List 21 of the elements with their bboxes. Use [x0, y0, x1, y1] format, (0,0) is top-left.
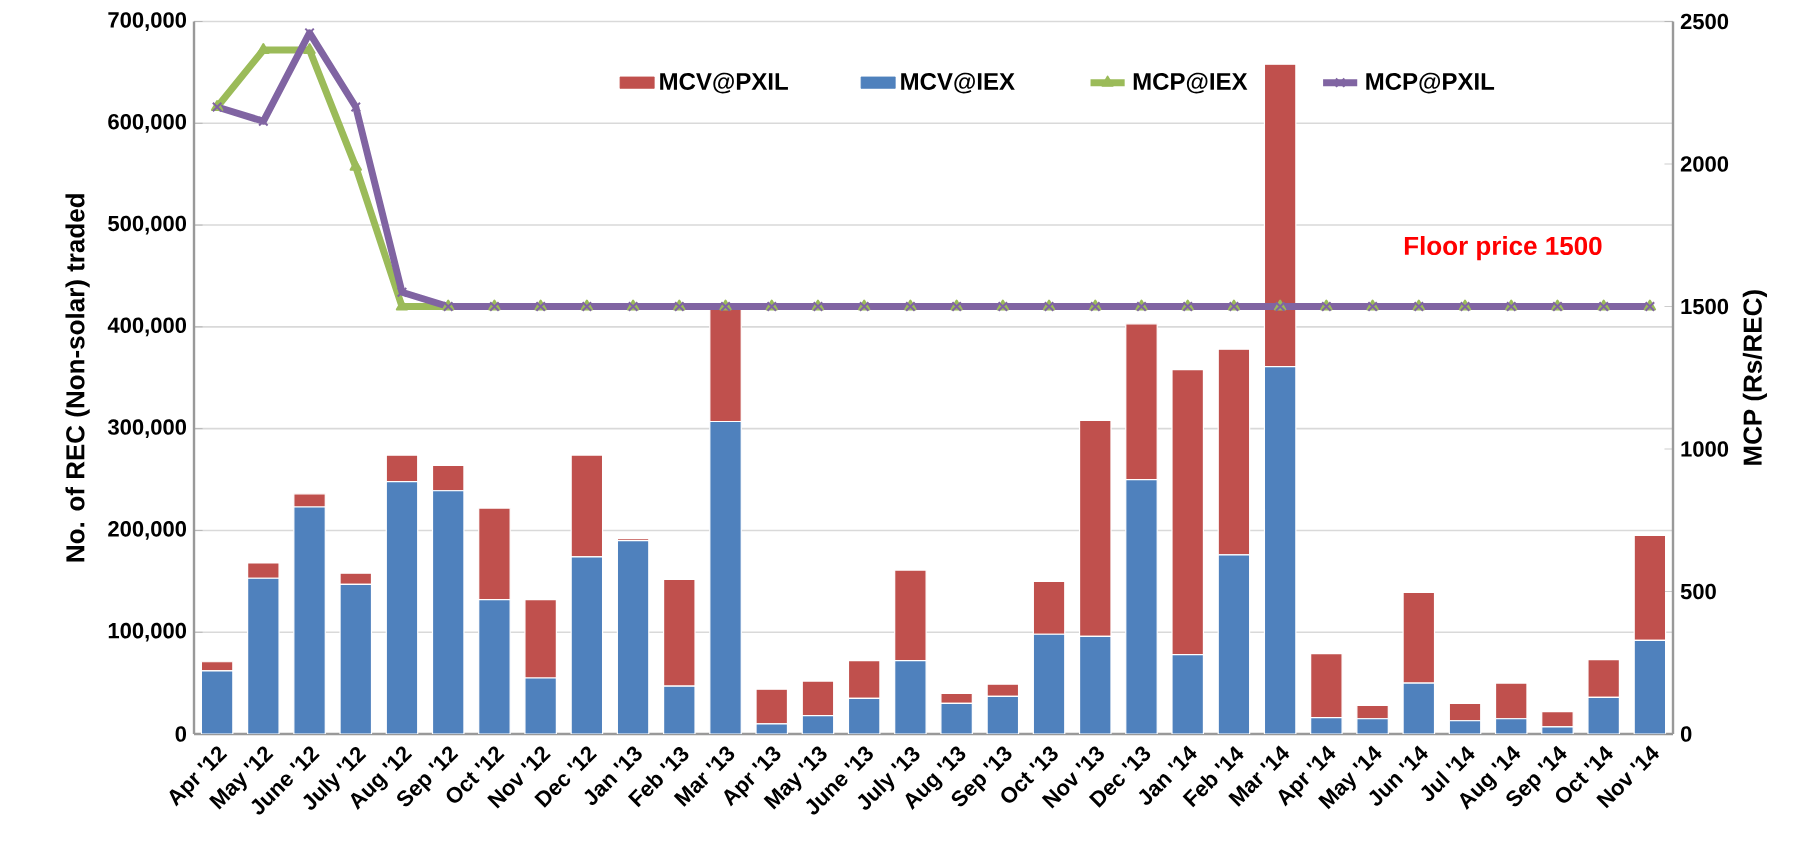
y-tick-label: 400,000	[107, 317, 187, 337]
legend-label: MCP@PXIL	[1366, 72, 1495, 94]
legend-label: MCV@IEX	[901, 72, 1015, 94]
y2-axis-title: MCP (Rs/REC)	[1742, 290, 1767, 465]
y2-tick-label: 1000	[1681, 441, 1729, 457]
y-tick-label: 200,000	[108, 521, 187, 540]
legend-label: MCV@PXIL	[660, 72, 788, 94]
annotation: Floor price 1500	[1404, 236, 1602, 261]
y2-tick-label: 500	[1680, 583, 1716, 600]
y-tick-label: 0	[175, 726, 187, 742]
y-tick-label: 100,000	[108, 622, 187, 642]
y-tick-label: 700,000	[108, 12, 187, 31]
y2-tick-label: 1500	[1681, 298, 1729, 315]
y2-tick-label: 0	[1680, 726, 1692, 742]
y2-tick-label: 2000	[1680, 156, 1729, 172]
y2-tick-label: 2500	[1680, 13, 1729, 30]
legend-label: MCP@IEX	[1133, 72, 1248, 94]
y-tick-label: 500,000	[108, 215, 187, 235]
y-tick-label: 300,000	[107, 419, 187, 439]
y-axis-title: No. of REC (Non-solar) traded	[65, 194, 90, 562]
y-tick-label: 600,000	[108, 113, 187, 133]
